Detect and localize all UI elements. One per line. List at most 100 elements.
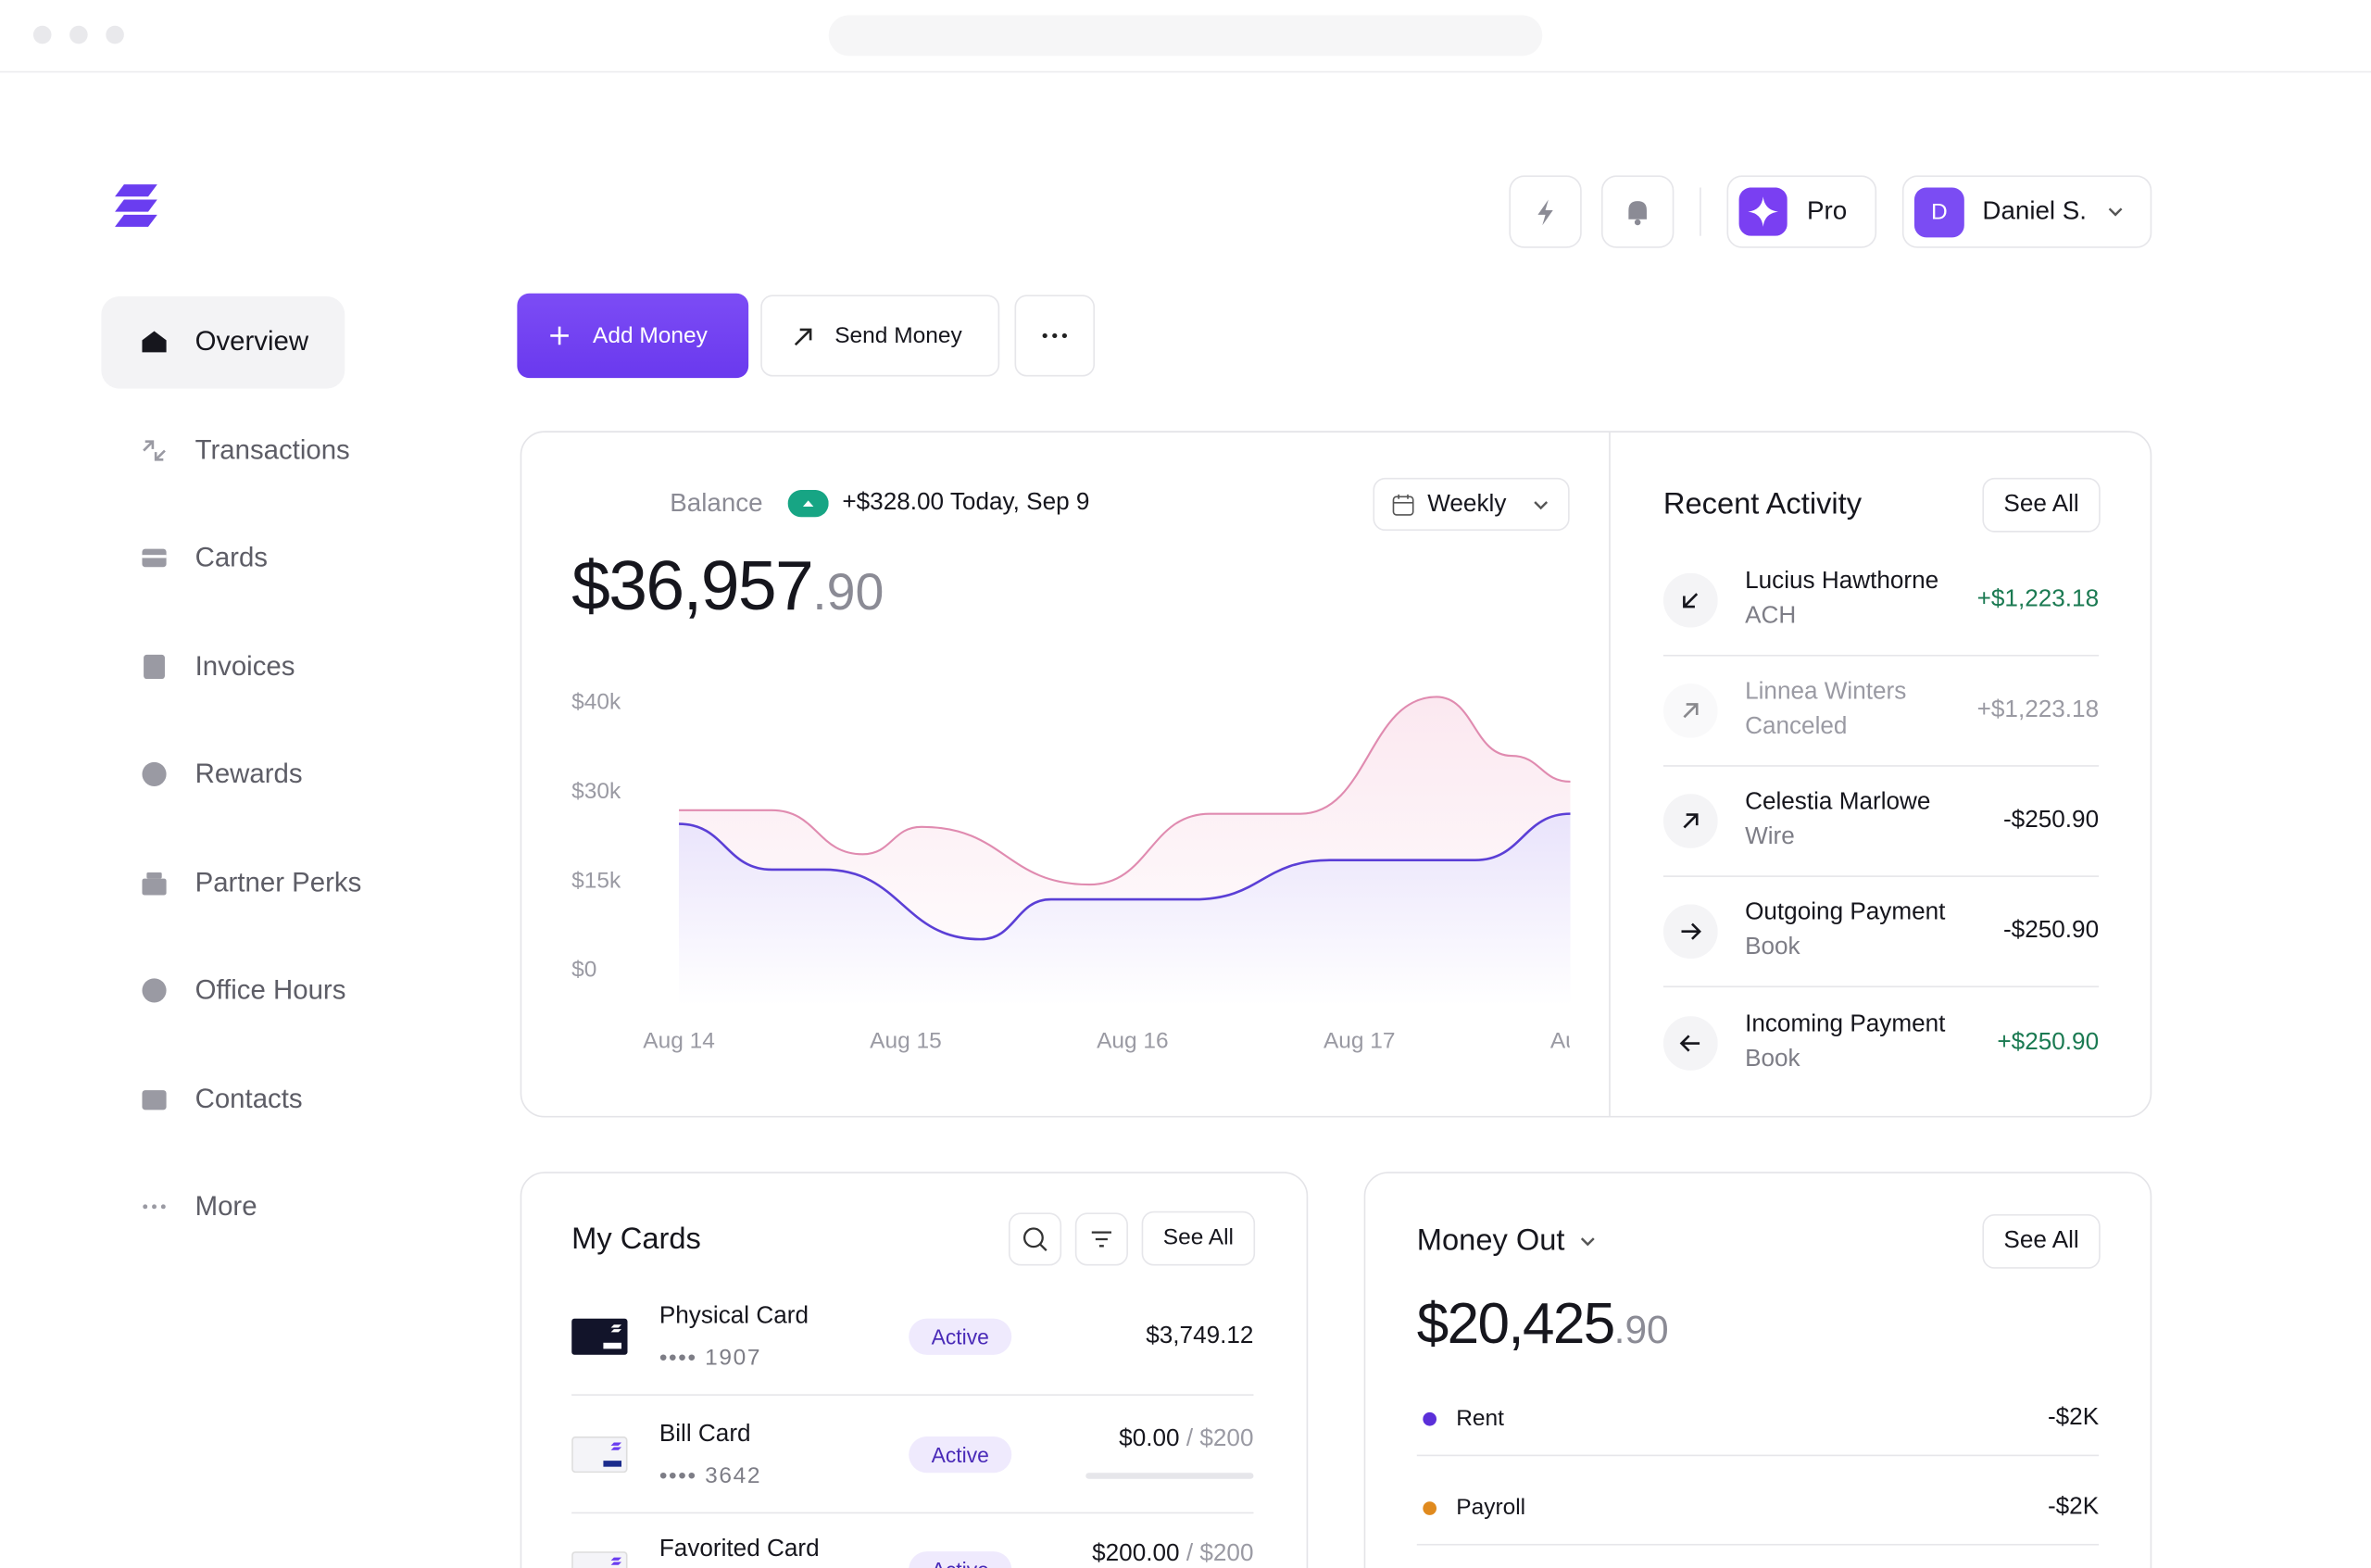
category-amount: -$2K (2047, 1494, 2100, 1520)
card-number: •••• 3642 (659, 1462, 762, 1489)
nav-icon[interactable] (141, 653, 168, 680)
card-shape (571, 1318, 628, 1355)
window-dot[interactable] (106, 25, 124, 44)
line (679, 812, 1571, 941)
search-button[interactable] (1008, 1212, 1062, 1266)
notifications-button[interactable] (1600, 175, 1675, 248)
change-amount: +$328.00 (842, 489, 945, 516)
nav-item[interactable]: Cards (194, 542, 269, 572)
nav-active-bg (101, 295, 345, 389)
divider (1609, 432, 1611, 1116)
send-money-button[interactable]: Send Money (760, 295, 1000, 377)
x-tick-label: Aug 15 (870, 1028, 942, 1053)
activity-amount: -$250.90 (2002, 918, 2100, 944)
nav-item[interactable]: Invoices (194, 650, 295, 682)
card-name: Favorited Card (659, 1536, 820, 1562)
nav-item[interactable]: More (194, 1190, 257, 1222)
activity-name: Lucius Hawthorne (1745, 568, 1939, 595)
nav-item[interactable]: Partner Perks (194, 867, 362, 897)
plan-button[interactable]: Pro (1726, 175, 1877, 248)
x-tick-label: Aug 14 (643, 1028, 715, 1053)
card-thumbnail (571, 1551, 628, 1568)
change-date: Today, Sep 9 (949, 489, 1090, 516)
more-actions-button[interactable] (1014, 295, 1096, 377)
activity-amount: +$250.90 (1997, 1029, 2100, 1056)
filter-button[interactable] (1074, 1212, 1128, 1266)
see-all-button[interactable]: See All (1141, 1210, 1256, 1266)
icon-shape (142, 978, 167, 1003)
nav-icon[interactable] (141, 328, 168, 355)
period-label: Weekly (1427, 491, 1507, 518)
logo[interactable] (112, 182, 160, 233)
add-money-button[interactable]: Add Money (517, 293, 749, 379)
nav-item[interactable]: Rewards (194, 758, 303, 789)
card-amount: $0.00 / $200 (1119, 1426, 1253, 1453)
period-selector[interactable]: Weekly (1373, 477, 1570, 532)
dots-icon (1042, 332, 1067, 339)
activity-method: Wire (1745, 823, 1795, 850)
nav-icon[interactable] (141, 1085, 168, 1112)
button-label: Send Money (834, 322, 962, 349)
status-pill[interactable]: Active (909, 1551, 1012, 1568)
activity-icon (1662, 904, 1718, 960)
bolt-icon (1537, 199, 1553, 226)
divider (1662, 985, 2100, 988)
see-all-button[interactable]: See All (1982, 1214, 2101, 1269)
icon-shape (142, 1090, 167, 1110)
nav-icon[interactable] (141, 545, 168, 571)
card-logo (610, 1324, 622, 1333)
y-tick-label: $15k (571, 868, 621, 893)
nav-item[interactable]: Contacts (194, 1083, 303, 1114)
activity-name: Incoming Payment (1745, 1011, 1946, 1037)
divider (1662, 654, 2100, 657)
chevron[interactable] (1578, 1234, 1597, 1248)
nav-item[interactable]: Office Hours (194, 974, 346, 1005)
divider (1662, 875, 2100, 877)
activity-name: Outgoing Payment (1745, 899, 1946, 926)
nav-icon[interactable] (141, 870, 168, 897)
nav-item[interactable]: Transactions (194, 434, 350, 466)
nav-icon[interactable] (141, 760, 168, 787)
card-amount: $200.00 / $200 (1092, 1541, 1253, 1568)
money-out-amount: $20,425.90 (1417, 1293, 1669, 1358)
icon-shape (142, 878, 167, 896)
card-brand (603, 1342, 622, 1349)
quick-action-button[interactable] (1509, 175, 1582, 248)
activity-method: Book (1745, 934, 1800, 960)
nav-item[interactable]: Overview (194, 325, 309, 357)
nav-icon[interactable] (141, 1193, 168, 1220)
y-tick-label: $30k (571, 779, 621, 804)
url-bar[interactable] (828, 15, 1543, 56)
user-menu[interactable]: D Daniel S. (1901, 175, 2152, 248)
arrow (1681, 922, 1701, 940)
icon-shape (152, 1204, 157, 1210)
window-dot[interactable] (32, 25, 52, 44)
divider (1700, 187, 1701, 236)
icon-shape (142, 331, 167, 353)
activity-method: Canceled (1745, 713, 1848, 740)
divider (1416, 1454, 2100, 1457)
browser-bar (0, 0, 2371, 73)
nav-icon[interactable] (141, 977, 168, 1004)
arrow (1683, 593, 1699, 608)
pro-icon (1738, 187, 1788, 236)
status-pill[interactable]: Active (909, 1436, 1012, 1474)
search-icon (1022, 1227, 1048, 1252)
arrow (1683, 813, 1699, 829)
nav-icon[interactable] (141, 437, 168, 464)
icon-shape (143, 1204, 148, 1210)
arrow-shape (1683, 593, 1699, 608)
divider (571, 1512, 1254, 1514)
card-shape (571, 1436, 628, 1474)
activity-name: Linnea Winters (1745, 679, 1907, 705)
window-dot[interactable] (69, 25, 88, 44)
arrow-icon (794, 328, 812, 346)
limit-bar (1085, 1473, 1254, 1479)
divider (571, 1394, 1254, 1396)
status-pill[interactable]: Active (909, 1318, 1012, 1355)
see-all-button[interactable]: See All (1982, 477, 2101, 533)
limit: / $200 (1186, 1540, 1254, 1567)
area (679, 813, 1571, 1006)
